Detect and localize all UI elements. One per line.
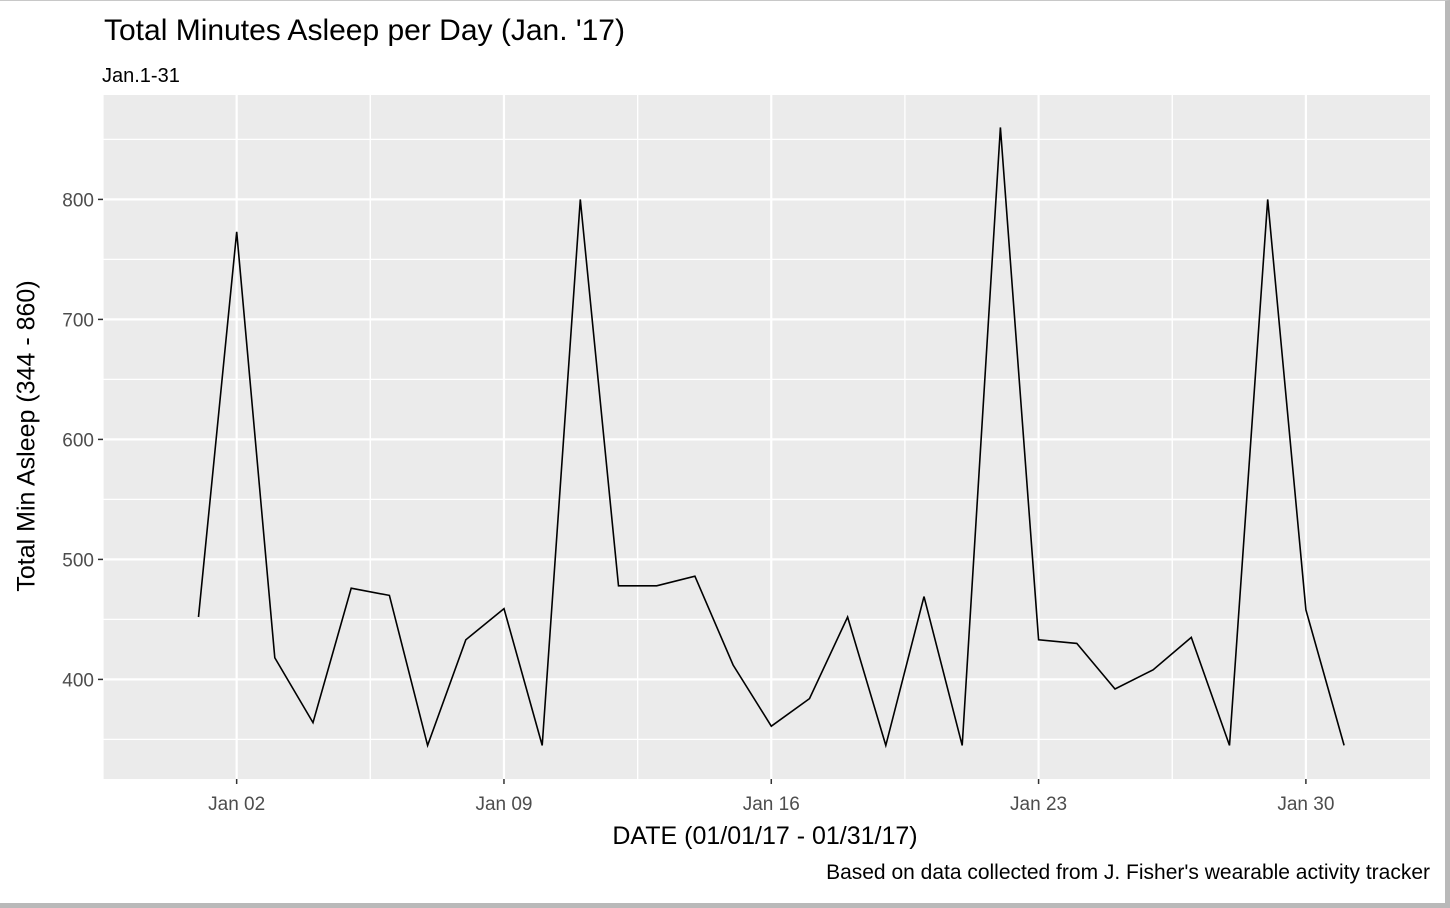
x-tick-label: Jan 23	[1010, 794, 1067, 815]
series-group	[197, 127, 1345, 749]
y-axis-ticks: 400 500 600 700 800	[62, 190, 103, 691]
x-tick-label: Jan 02	[208, 794, 265, 815]
x-tick-label: Jan 09	[475, 794, 532, 815]
y-tick-label: 500	[62, 550, 94, 571]
x-axis-ticks: Jan 02 Jan 09 Jan 16 Jan 23 Jan 30	[208, 779, 1334, 815]
x-axis-label: DATE (01/01/17 - 01/31/17)	[612, 822, 918, 850]
series-line	[197, 127, 1345, 749]
grid-minor	[102, 95, 1430, 779]
chart-subtitle: Jan.1-31	[102, 65, 180, 87]
y-tick-label: 700	[62, 310, 94, 331]
x-tick-label: Jan 16	[743, 794, 800, 815]
y-tick-label: 600	[62, 430, 94, 451]
chart-title: Total Minutes Asleep per Day (Jan. '17)	[104, 14, 625, 47]
x-tick-label: Jan 30	[1277, 794, 1334, 815]
y-tick-label: 800	[62, 190, 94, 211]
grid-major	[103, 95, 1430, 779]
y-tick-label: 400	[62, 670, 94, 691]
plot-panel	[103, 95, 1430, 779]
y-axis-label: Total Min Asleep (344 - 860)	[12, 280, 41, 592]
chart-caption: Based on data collected from J. Fisher's…	[826, 861, 1430, 884]
